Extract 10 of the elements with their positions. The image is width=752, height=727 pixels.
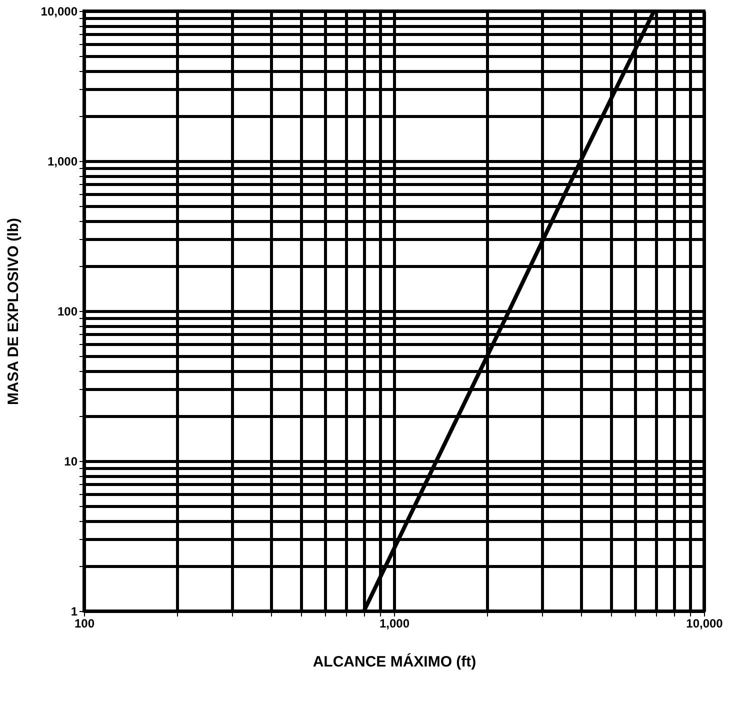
y-tick-label: 1 [70, 604, 78, 618]
x-tick-label: 10,000 [686, 616, 724, 630]
y-tick-label: 10 [64, 454, 78, 468]
x-tick-label: 100 [74, 616, 95, 630]
x-axis-title: ALCANCE MÁXIMO (ft) [312, 652, 476, 670]
y-tick-label: 10,000 [40, 4, 78, 18]
y-tick-label: 1,000 [47, 154, 78, 168]
x-tick-label: 1,000 [379, 616, 410, 630]
y-axis-title: MASA DE EXPLOSIVO (lb) [4, 218, 22, 405]
y-tick-label: 100 [57, 304, 78, 318]
